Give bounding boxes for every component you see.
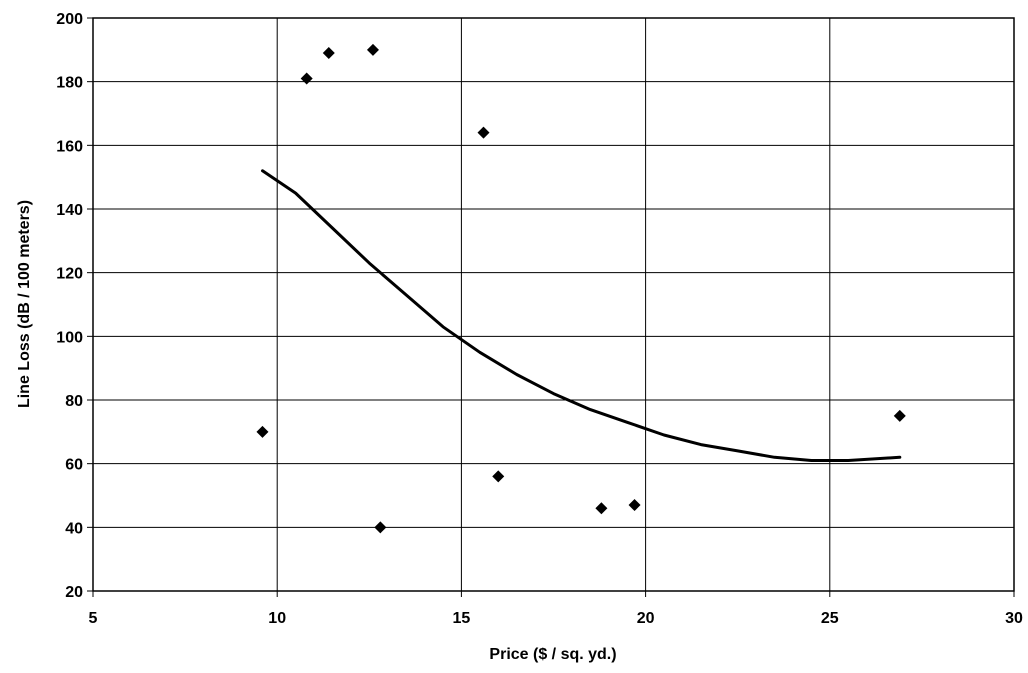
- x-tick-label: 25: [821, 610, 839, 627]
- x-tick-label: 20: [637, 610, 655, 627]
- data-point: [374, 521, 387, 534]
- data-point: [595, 502, 608, 515]
- y-tick-label: 60: [65, 457, 83, 474]
- data-point: [492, 470, 505, 483]
- data-points: [256, 43, 906, 534]
- trendline: [261, 169, 902, 462]
- y-tick-label: 200: [56, 11, 83, 28]
- x-tick-label: 10: [268, 610, 286, 627]
- y-tick-label: 140: [56, 202, 83, 219]
- x-tick-label: 30: [1005, 610, 1023, 627]
- y-tick-label: 180: [56, 75, 83, 92]
- tick-labels: 5 10 15 20 25 30 20 40 60 80 100 120 140 160 180 200: [56, 11, 1023, 627]
- y-tick-label: 120: [56, 266, 83, 283]
- data-point: [300, 72, 313, 85]
- data-point: [477, 126, 490, 139]
- y-tick-label: 40: [65, 520, 83, 537]
- x-axis-title: Price ($ / sq. yd.): [489, 646, 616, 663]
- data-point: [256, 425, 269, 438]
- data-point: [322, 47, 335, 60]
- y-tick-label: 80: [65, 393, 83, 410]
- plot-area-border: [92, 17, 1015, 592]
- y-tick-label: 100: [56, 329, 83, 346]
- data-point: [628, 499, 641, 512]
- data-point: [893, 409, 906, 422]
- y-tick-label: 20: [65, 584, 83, 601]
- data-point: [366, 43, 379, 56]
- y-axis-title: Line Loss (dB / 100 meters): [16, 200, 33, 408]
- y-tick-label: 160: [56, 138, 83, 155]
- x-tick-label: 5: [89, 610, 98, 627]
- x-tick-label: 15: [453, 610, 471, 627]
- grid: [87, 17, 1015, 597]
- trendline-layer: [261, 169, 902, 462]
